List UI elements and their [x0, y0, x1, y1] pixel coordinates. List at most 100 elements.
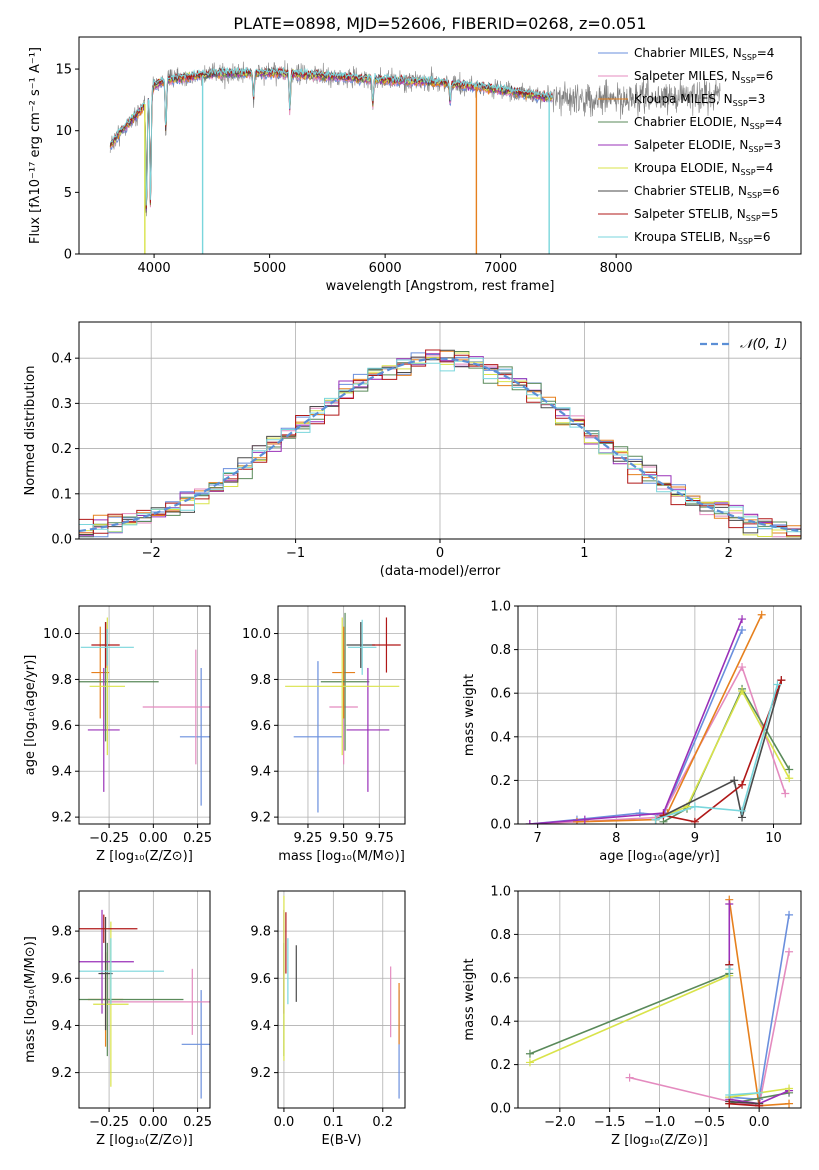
spectrum-panel: 4000 5000 6000 7000 8000 0 5 10 15 wavelength [An… — [28, 36, 802, 294]
spectrum-legend: Chabrier MILES, NSSP=4 Salpeter MILES, NS… — [598, 46, 782, 246]
y-tick-label: 9.4 — [250, 765, 271, 780]
weight-marker — [580, 815, 589, 824]
y-tick-label: 9.8 — [51, 673, 72, 688]
y-tick-label: 0.8 — [490, 643, 511, 658]
y-tick-label: 0.0 — [490, 1102, 511, 1117]
y-tick-label: 0.3 — [51, 397, 72, 412]
y-tick-label: 0.0 — [51, 533, 72, 548]
model-spectrum-kroupa-elodie — [109, 68, 553, 208]
x-tick-label: 6000 — [369, 261, 402, 276]
plot-area — [283, 895, 400, 1099]
y-tick-label: 9.4 — [250, 1019, 271, 1034]
x-tick-label: 0.25 — [183, 1115, 212, 1130]
weight-marker — [755, 1088, 764, 1097]
y-tick-label: 0.0 — [490, 818, 511, 833]
errorbar-kroupa-stelib — [79, 938, 164, 1005]
model-spectrum-kroupa-stelib — [109, 66, 553, 206]
errorbar-salpeter-stelib — [91, 622, 120, 668]
x-axis-label: age [log₁₀(age/yr)] — [599, 849, 720, 864]
plot-area — [79, 349, 801, 538]
errorbar-salpeter-stelib — [372, 617, 401, 673]
y-tick-label: 0 — [64, 248, 72, 263]
errorbar-salpeter-miles — [142, 649, 210, 765]
y-tick-label: 15 — [55, 63, 72, 78]
model-spectrum-kroupa-miles — [109, 69, 553, 210]
x-tick-label: 1 — [580, 546, 588, 561]
age-vs-metallicity-panel: −0.25 0.00 0.25 9.2 9.4 9.6 9.8 10.0 Z [log₁₀(Z/… — [23, 605, 212, 864]
x-tick-label: 9 — [691, 831, 699, 846]
weight-marker — [785, 1099, 794, 1108]
legend-label-salpeter-stelib: Salpeter STELIB, NSSP=5 — [634, 207, 778, 223]
y-tick-label: 0.8 — [490, 928, 511, 943]
x-tick-label: −1.5 — [594, 1115, 626, 1130]
y-axis-label: Normed distribution — [23, 366, 38, 496]
x-tick-label: 10 — [765, 831, 782, 846]
y-tick-label: 9.2 — [51, 811, 72, 826]
y-tick-label: 0.2 — [51, 442, 72, 457]
weight-marker — [690, 802, 699, 811]
y-tick-label: 9.2 — [250, 811, 271, 826]
model-spectrum-chabrier-miles — [109, 70, 553, 212]
x-tick-label: 7 — [534, 831, 542, 846]
axes-frame — [277, 605, 406, 825]
weight-marker — [659, 811, 668, 820]
weight-marker — [738, 780, 747, 789]
mass-weight-vs-metallicity-panel: −2.0 −1.5 −1.0 −0.5 0.0 0.0 0.2 0.4 0.6 0.8 1.0 Z [… — [462, 885, 802, 1148]
errorbar-salpeter-elodie — [87, 667, 120, 792]
y-tick-label: 10.0 — [43, 627, 72, 642]
x-tick-label: 9.50 — [329, 831, 358, 846]
errorbar-chabrier-miles — [179, 667, 210, 806]
errorbar-chabrier-stelib — [346, 622, 376, 668]
weight-marker — [730, 776, 739, 785]
x-tick-label: 0.0 — [274, 1115, 295, 1130]
errorbar-salpeter-elodie — [346, 667, 390, 792]
weight-line-salpeter-miles — [629, 951, 790, 1107]
y-tick-label: 9.8 — [51, 925, 72, 940]
y-tick-label: 1.0 — [490, 885, 511, 900]
y-tick-label: 10.0 — [242, 627, 271, 642]
weight-line-kroupa-stelib — [655, 684, 779, 821]
y-axis-label: mass [log₁₀(M/M⊙)] — [23, 936, 38, 1063]
axes-frame — [277, 890, 406, 1109]
legend-label-kroupa-elodie: Kroupa ELODIE, NSSP=4 — [634, 161, 773, 177]
errorbar-salpeter-miles — [107, 968, 210, 1035]
x-tick-label: −1.0 — [644, 1115, 676, 1130]
y-tick-label: 9.6 — [51, 719, 72, 734]
weight-line-salpeter-stelib — [728, 964, 760, 1107]
weight-marker — [625, 1073, 634, 1082]
x-tick-label: 0.00 — [139, 831, 168, 846]
errorbar-kroupa-miles — [332, 626, 356, 719]
weight-marker — [785, 774, 794, 783]
y-tick-label: 5 — [64, 186, 72, 201]
legend-label-chabrier-miles: Chabrier MILES, NSSP=4 — [634, 46, 774, 62]
y-tick-label: 0.4 — [490, 1015, 511, 1030]
y-tick-label: 9.4 — [51, 1019, 72, 1034]
axes-frame — [517, 605, 802, 825]
legend-label-normal: 𝒩(0, 1) — [740, 337, 787, 352]
weight-marker — [781, 789, 790, 798]
legend-label-chabrier-stelib: Chabrier STELIB, NSSP=6 — [634, 184, 780, 200]
plot-area — [525, 895, 794, 1108]
weight-marker — [725, 965, 734, 974]
weight-line-salpeter-elodie — [529, 618, 743, 824]
weight-marker — [738, 615, 747, 624]
weight-marker — [525, 1058, 534, 1067]
weight-marker — [785, 1084, 794, 1093]
plot-area — [525, 610, 794, 824]
x-tick-label: 0.25 — [183, 831, 212, 846]
weight-marker — [785, 910, 794, 919]
weight-marker — [785, 947, 794, 956]
weight-marker — [525, 820, 534, 824]
y-tick-label: 0.6 — [490, 971, 511, 986]
weight-line-chabrier-stelib — [655, 679, 783, 821]
y-tick-label: 0.4 — [490, 730, 511, 745]
weight-marker — [572, 817, 581, 824]
errorbar-chabrier-elodie — [79, 942, 184, 1057]
y-tick-label: 9.6 — [250, 972, 271, 987]
legend-label-kroupa-miles: Kroupa MILES, NSSP=3 — [634, 92, 765, 108]
errorbar-salpeter-elodie — [79, 909, 134, 1014]
x-tick-label: 9.25 — [293, 831, 322, 846]
y-tick-label: 1.0 — [490, 600, 511, 615]
errorbar-kroupa-elodie — [285, 617, 400, 756]
